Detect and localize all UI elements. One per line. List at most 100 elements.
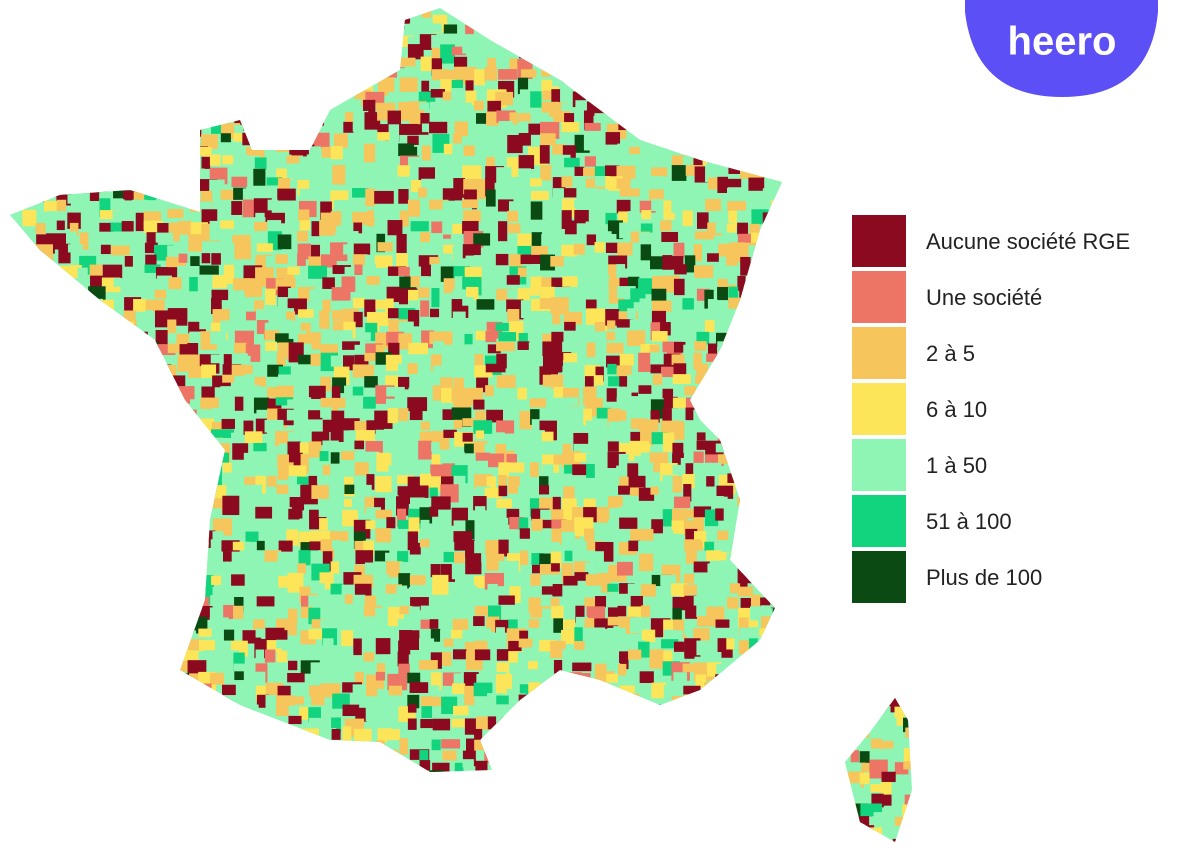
commune-cell bbox=[407, 672, 421, 684]
commune-cell bbox=[398, 640, 411, 655]
commune-cell bbox=[496, 695, 511, 705]
commune-cell bbox=[187, 660, 207, 674]
commune-cell bbox=[462, 199, 479, 209]
commune-cell bbox=[837, 629, 849, 644]
commune-cell bbox=[795, 848, 804, 857]
commune-cell bbox=[760, 674, 777, 692]
commune-cell bbox=[464, 333, 473, 345]
commune-cell bbox=[717, 552, 732, 561]
legend-label: Aucune société RGE bbox=[926, 229, 1130, 254]
commune-cell bbox=[55, 696, 67, 713]
commune-cell bbox=[287, 68, 306, 84]
commune-cell bbox=[245, 100, 262, 119]
commune-cell bbox=[880, 177, 890, 188]
commune-cell bbox=[198, 628, 212, 637]
commune-cell bbox=[498, 485, 508, 497]
commune-cell bbox=[740, 24, 750, 44]
commune-cell bbox=[57, 552, 67, 561]
commune-cell bbox=[407, 694, 420, 709]
commune-cell bbox=[10, 718, 12, 732]
commune-cell bbox=[332, 310, 345, 320]
commune-cell bbox=[903, 761, 912, 770]
commune-cell bbox=[542, 740, 557, 750]
commune-cell bbox=[454, 56, 468, 68]
commune-cell bbox=[178, 639, 187, 648]
commune-cell bbox=[99, 198, 111, 218]
commune-cell bbox=[353, 179, 363, 194]
commune-cell bbox=[143, 826, 158, 842]
commune-cell bbox=[124, 110, 142, 125]
commune-cell bbox=[189, 276, 198, 292]
commune-cell bbox=[90, 123, 100, 133]
commune-cell bbox=[88, 531, 98, 546]
commune-cell bbox=[816, 23, 827, 42]
commune-cell bbox=[880, 781, 892, 800]
commune-cell bbox=[902, 804, 912, 823]
commune-cell bbox=[740, 47, 755, 62]
commune-cell bbox=[55, 750, 76, 768]
commune-cell bbox=[34, 187, 45, 203]
commune-cell bbox=[617, 410, 627, 421]
commune-cell bbox=[880, 24, 889, 36]
commune-cell bbox=[495, 627, 505, 646]
commune-cell bbox=[110, 90, 120, 111]
commune-cell bbox=[462, 44, 474, 54]
commune-cell bbox=[859, 651, 875, 667]
commune-cell bbox=[848, 67, 857, 78]
commune-cell bbox=[25, 265, 46, 275]
commune-cell bbox=[476, 90, 489, 103]
commune-cell bbox=[552, 850, 568, 857]
commune-cell bbox=[441, 419, 458, 432]
commune-cell bbox=[200, 58, 216, 72]
commune-cell bbox=[57, 300, 67, 320]
commune-cell bbox=[431, 454, 441, 468]
commune-cell bbox=[231, 432, 242, 447]
commune-cell bbox=[616, 319, 633, 328]
commune-cell bbox=[100, 25, 120, 37]
commune-cell bbox=[815, 190, 830, 203]
commune-cell bbox=[10, 289, 12, 301]
commune-cell bbox=[827, 13, 836, 32]
commune-cell bbox=[607, 320, 616, 330]
commune-cell bbox=[913, 673, 931, 690]
commune-cell bbox=[375, 671, 386, 681]
commune-cell bbox=[531, 694, 543, 712]
commune-cell bbox=[773, 99, 787, 115]
commune-cell bbox=[726, 442, 736, 461]
commune-cell bbox=[584, 187, 597, 207]
commune-cell bbox=[627, 308, 637, 326]
commune-cell bbox=[386, 168, 405, 179]
commune-cell bbox=[330, 596, 342, 615]
legend-label: Plus de 100 bbox=[926, 565, 1042, 590]
commune-cell bbox=[209, 179, 225, 192]
commune-cell bbox=[90, 201, 104, 211]
commune-cell bbox=[332, 320, 352, 331]
commune-cell bbox=[627, 583, 637, 597]
commune-cell bbox=[849, 176, 864, 194]
commune-cell bbox=[90, 167, 107, 183]
commune-cell bbox=[673, 341, 686, 353]
commune-cell bbox=[211, 47, 221, 67]
commune-cell bbox=[298, 354, 311, 365]
commune-cell bbox=[352, 594, 366, 608]
commune-cell bbox=[143, 652, 154, 661]
commune-cell bbox=[397, 618, 410, 629]
commune-cell bbox=[729, 132, 741, 151]
commune-cell bbox=[242, 188, 256, 203]
commune-cell bbox=[234, 124, 244, 140]
commune-cell bbox=[397, 165, 411, 177]
commune-cell bbox=[902, 827, 912, 842]
commune-cell bbox=[113, 69, 129, 79]
commune-cell bbox=[772, 748, 784, 758]
commune-cell bbox=[638, 443, 651, 452]
commune-cell bbox=[167, 617, 185, 634]
commune-cell bbox=[672, 374, 691, 385]
commune-cell bbox=[529, 287, 540, 296]
commune-cell bbox=[47, 805, 61, 825]
commune-cell bbox=[90, 442, 108, 460]
commune-cell bbox=[23, 179, 43, 196]
commune-cell bbox=[894, 146, 904, 165]
commune-cell bbox=[333, 8, 349, 20]
commune-cell bbox=[342, 837, 361, 842]
